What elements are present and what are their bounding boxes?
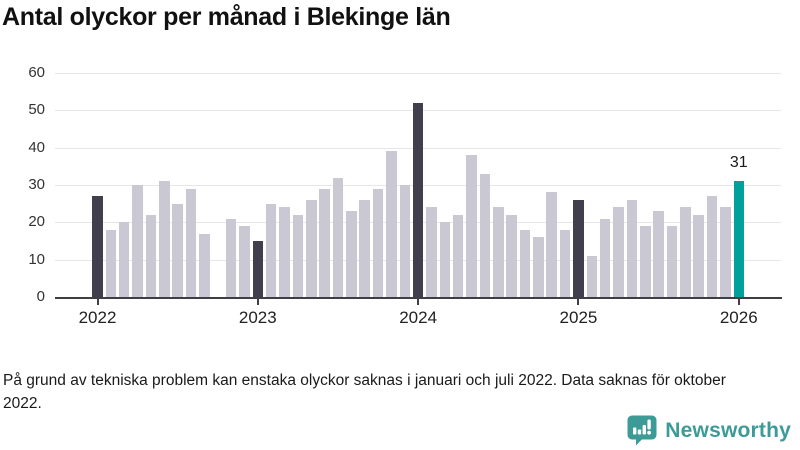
footnote: På grund av tekniska problem kan enstaka… [3, 372, 726, 412]
bar-2025-02 [586, 255, 598, 297]
bar-2022-05 [145, 214, 157, 297]
newsworthy-logo-icon [627, 415, 657, 446]
bar-2025-10 [693, 214, 704, 297]
bar-2022-12 [239, 226, 250, 297]
x-axis-tick-2023 [256, 299, 259, 305]
bar-2025-12 [720, 207, 731, 297]
bar-2024-04 [452, 214, 464, 297]
newsworthy-logo-text: Newsworthy [665, 418, 791, 442]
x-axis-line [55, 297, 782, 299]
bar-2023-07 [332, 177, 344, 297]
bar-2023-10 [372, 188, 384, 297]
x-axis-tick-2022 [96, 299, 99, 305]
bar-2022-03 [118, 222, 130, 297]
x-axis-tick-2026 [737, 299, 740, 305]
y-axis-label: 30 [28, 176, 45, 193]
bar-2024-03 [439, 222, 451, 297]
bar-2025-06 [640, 226, 651, 297]
chart-title: Antal olyckor per månad i Blekinge län [2, 3, 451, 31]
bar-2024-11 [546, 192, 557, 297]
plot-area: 2022 2023 2024 2025 2026 31 [55, 73, 781, 327]
y-axis-label: 60 [28, 64, 45, 81]
bar-2024-08 [506, 214, 517, 297]
bar-2024-02 [426, 207, 437, 297]
bar-2022-07 [172, 203, 183, 297]
gridline-y60 [55, 73, 781, 74]
bar-2022-01 [92, 196, 103, 297]
bar-2025-08 [666, 226, 678, 297]
y-axis-label: 10 [28, 250, 45, 268]
bar-2024-07 [493, 207, 504, 297]
bar-2023-09 [359, 199, 370, 297]
bar-2025-07 [653, 211, 664, 297]
bar-2022-06 [159, 181, 170, 297]
bar-2024-01 [412, 102, 424, 297]
y-axis-label: 50 [28, 101, 45, 119]
bar-2024-09 [519, 229, 531, 297]
x-axis-label-2024: 2024 [399, 308, 438, 327]
bar-2025-04 [613, 207, 624, 297]
newsworthy-logo: Newsworthy [626, 414, 791, 447]
bar-2025-05 [626, 199, 638, 297]
latest-value-label: 31 [729, 154, 748, 172]
bar-2023-02 [265, 203, 277, 297]
bar-2024-05 [466, 155, 477, 297]
bar-2023-04 [292, 214, 304, 297]
x-axis-tick-2025 [577, 299, 580, 305]
bar-2022-08 [185, 188, 197, 297]
bar-2022-04 [132, 185, 143, 297]
x-axis-label-2022: 2022 [78, 308, 117, 327]
bar-2023-06 [319, 188, 330, 297]
bar-2023-11 [386, 151, 397, 297]
bar-2023-01 [252, 241, 264, 297]
bar-2022-11 [225, 218, 237, 297]
bar-2022-09 [199, 233, 210, 297]
bar-2026-01 [733, 181, 745, 297]
x-axis-tick-2024 [417, 299, 420, 305]
bar-2025-01 [573, 199, 584, 297]
x-axis-label-2025: 2025 [559, 308, 598, 327]
x-axis-label-2023: 2023 [238, 308, 277, 327]
y-axis-label: 20 [28, 213, 45, 231]
bar-2025-11 [706, 196, 718, 297]
bar-2023-12 [399, 185, 411, 297]
bar-2023-05 [306, 199, 317, 297]
bar-2024-12 [559, 229, 571, 297]
x-axis-label-2026: 2026 [719, 308, 758, 327]
bar-2024-10 [533, 237, 544, 297]
bar-2023-08 [346, 211, 357, 297]
y-axis-label: 0 [36, 288, 45, 305]
bar-2023-03 [279, 207, 290, 297]
y-axis-label: 40 [28, 138, 45, 156]
bar-2024-06 [479, 173, 491, 297]
bar-2025-09 [680, 207, 691, 297]
bar-2025-03 [599, 218, 611, 297]
bar-2022-02 [105, 229, 117, 297]
